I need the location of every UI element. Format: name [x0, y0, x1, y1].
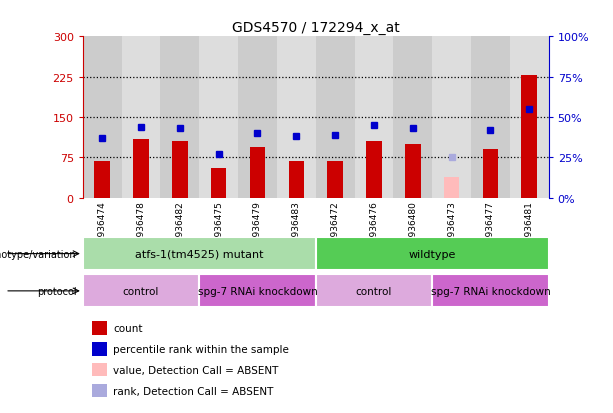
Bar [92, 384, 107, 397]
Bar [316, 37, 354, 198]
Bar [522, 76, 537, 198]
Text: genotype/variation: genotype/variation [0, 249, 77, 259]
Bar [83, 275, 199, 308]
Bar [199, 275, 316, 308]
Bar [277, 37, 316, 198]
Text: value, Detection Call = ABSENT: value, Detection Call = ABSENT [113, 365, 278, 375]
Text: rank, Detection Call = ABSENT: rank, Detection Call = ABSENT [113, 386, 273, 396]
Text: control: control [123, 286, 159, 296]
Bar [432, 37, 471, 198]
Bar [249, 147, 265, 198]
Bar [83, 37, 121, 198]
Text: spg-7 RNAi knockdown: spg-7 RNAi knockdown [197, 286, 318, 296]
Bar [94, 162, 110, 198]
Bar [444, 178, 459, 198]
Bar [471, 37, 510, 198]
Bar [199, 37, 238, 198]
Bar [316, 275, 432, 308]
Text: atfs-1(tm4525) mutant: atfs-1(tm4525) mutant [135, 249, 264, 259]
Bar [238, 37, 277, 198]
Bar [316, 237, 549, 271]
Bar [354, 37, 394, 198]
Bar [289, 162, 304, 198]
Text: wildtype: wildtype [408, 249, 456, 259]
Text: count: count [113, 323, 143, 333]
Bar [366, 142, 382, 198]
Bar [83, 237, 316, 271]
Bar [394, 37, 432, 198]
Bar [405, 145, 421, 198]
Title: GDS4570 / 172294_x_at: GDS4570 / 172294_x_at [232, 21, 400, 35]
Text: control: control [356, 286, 392, 296]
Bar [482, 150, 498, 198]
Bar [121, 37, 161, 198]
Bar [211, 169, 226, 198]
Text: spg-7 RNAi knockdown: spg-7 RNAi knockdown [430, 286, 550, 296]
Bar [92, 363, 107, 377]
Bar [327, 162, 343, 198]
Bar [92, 342, 107, 356]
Text: percentile rank within the sample: percentile rank within the sample [113, 344, 289, 354]
Bar [92, 321, 107, 335]
Bar [432, 275, 549, 308]
Text: protocol: protocol [37, 286, 77, 296]
Bar [161, 37, 199, 198]
Bar [510, 37, 549, 198]
Bar [133, 139, 149, 198]
Bar [172, 142, 188, 198]
